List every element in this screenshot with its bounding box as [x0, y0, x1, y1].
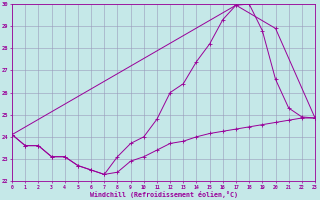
X-axis label: Windchill (Refroidissement éolien,°C): Windchill (Refroidissement éolien,°C) — [90, 191, 237, 198]
